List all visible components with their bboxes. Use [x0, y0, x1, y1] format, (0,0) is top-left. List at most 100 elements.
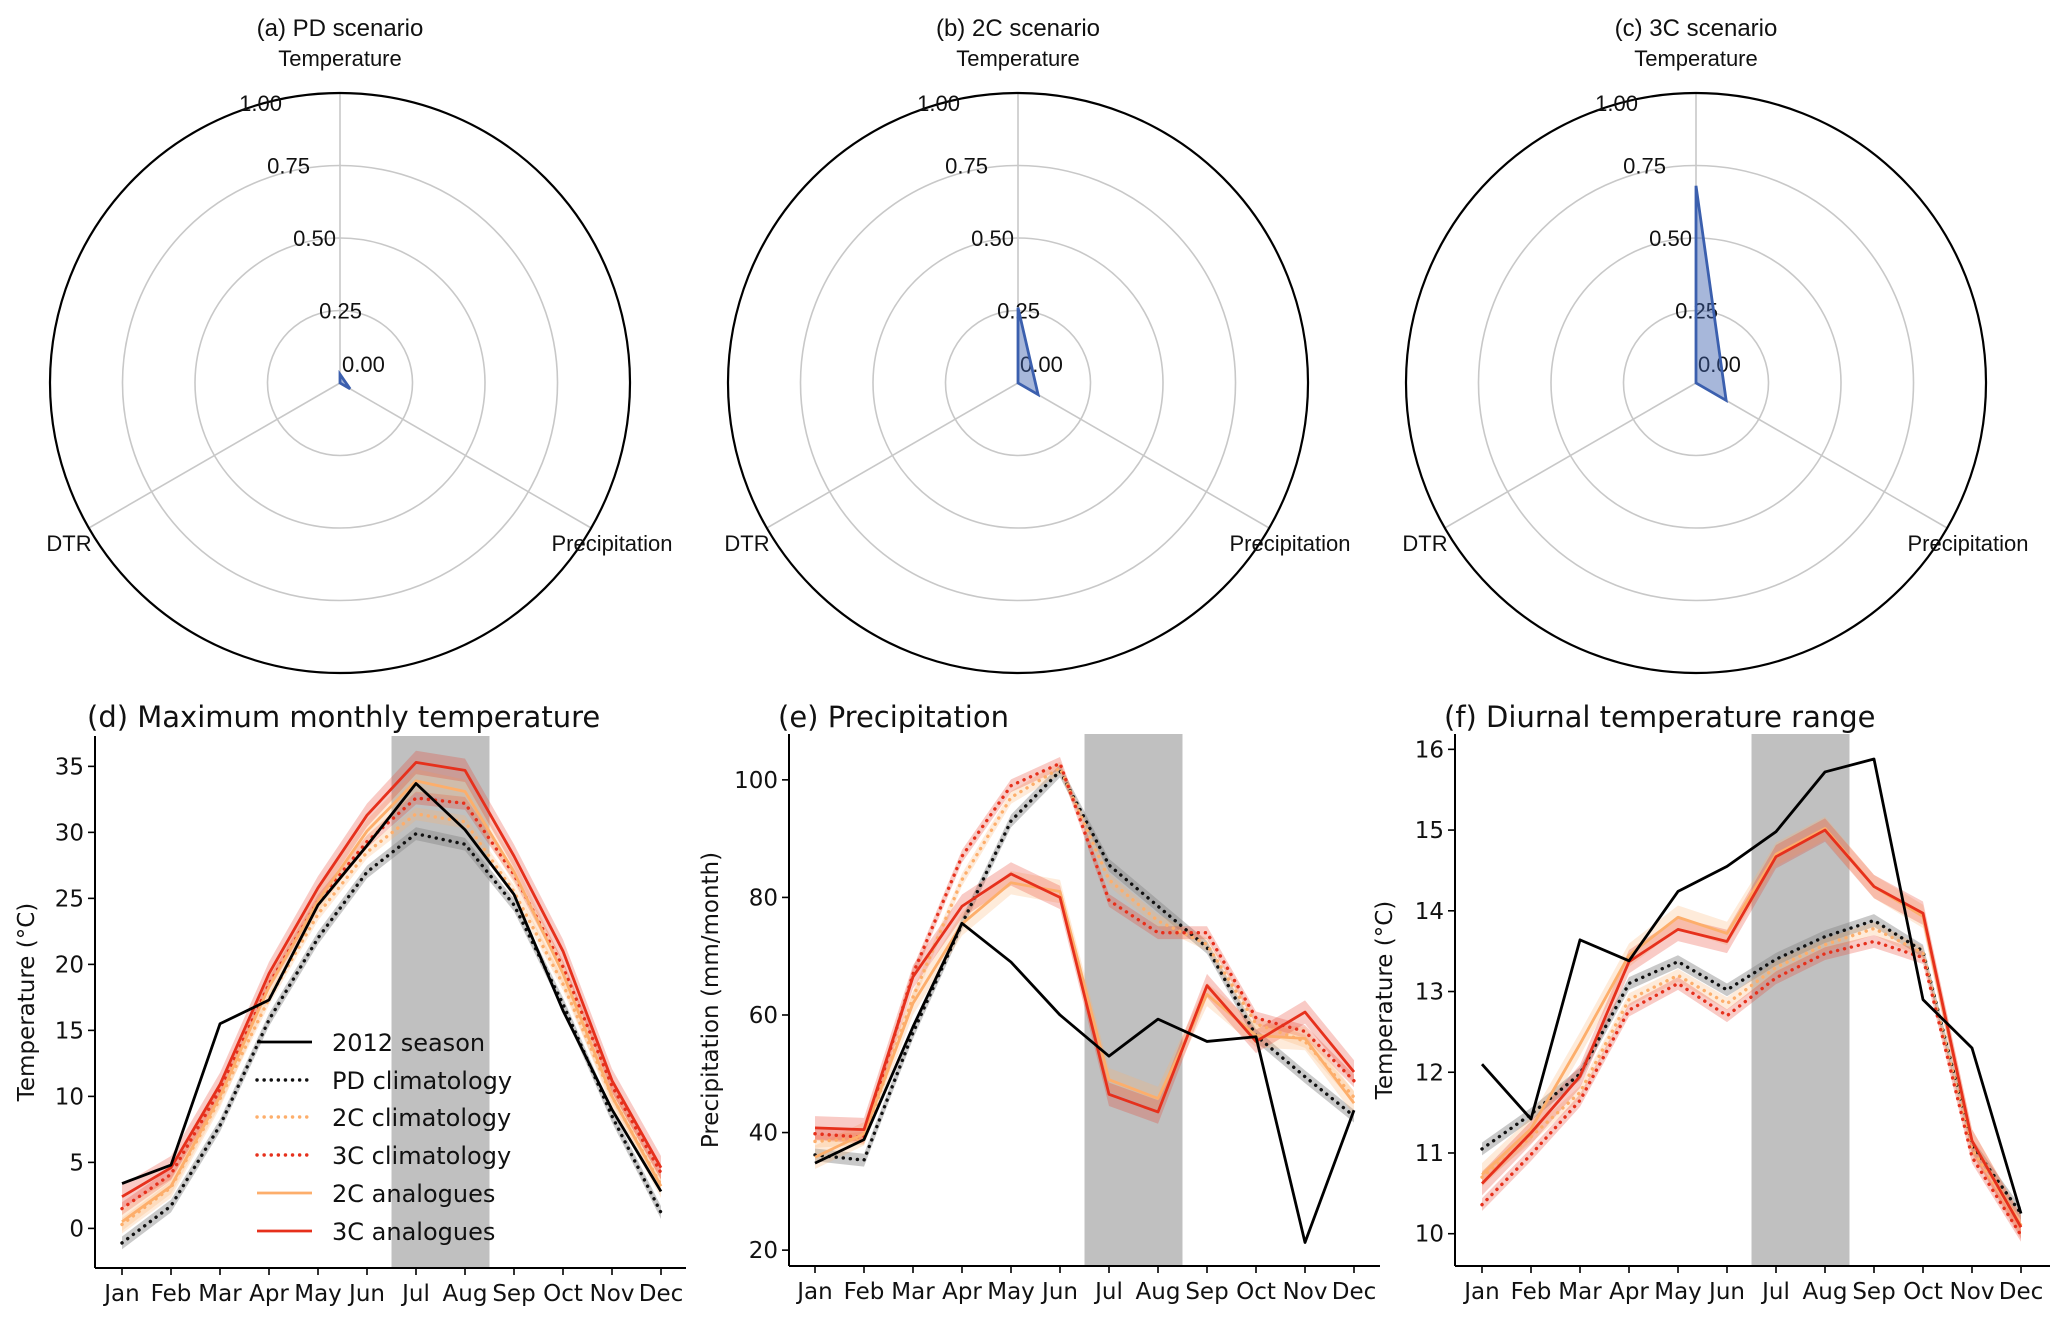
y-tick-label: 20 [55, 952, 84, 978]
radar-data-polygon [338, 369, 352, 391]
y-tick-label: 14 [1415, 899, 1444, 925]
series-line-pd-climatology [813, 769, 1356, 1162]
radar-spoke [766, 382, 1019, 529]
series-envelope [122, 827, 661, 1250]
x-tick-label: Nov [1283, 1279, 1328, 1305]
line-chart-title: (f) Diurnal temperature range [1444, 700, 1876, 734]
y-tick-label: 12 [1415, 1060, 1444, 1086]
radar-tick-label: 0.75 [267, 154, 310, 179]
x-tick-label: Oct [543, 1281, 583, 1307]
radar-spoke [1017, 382, 1270, 529]
y-tick-label: 5 [69, 1150, 84, 1176]
y-axis-label: Temperature (°C) [1372, 901, 1398, 1101]
legend-label: 2C climatology [332, 1104, 511, 1132]
y-axis-label: Precipitation (mm/month) [698, 852, 724, 1148]
highlight-band [1751, 734, 1850, 1266]
legend-label: 3C analogues [332, 1218, 495, 1246]
x-tick-label: Apr [942, 1279, 982, 1305]
series-line-2c-climatology [120, 812, 663, 1227]
series-envelope [122, 769, 661, 1234]
series-line-3c-analogues [121, 761, 663, 1198]
x-tick-label: Jul [1093, 1279, 1123, 1305]
line-panel-d: (d) Maximum monthly temperature 0 5 10 15 20… [14, 700, 686, 1307]
series-line-2c-climatology [813, 766, 1356, 1144]
radar-panel-a: (a) PD scenario 0.00 0.25 0.50 0.75 1.00 Temp… [46, 15, 673, 675]
x-tick-label: Jan [795, 1279, 832, 1305]
x-tick-label: May [1654, 1279, 1702, 1305]
x-tick-label: Nov [1950, 1279, 1995, 1305]
x-tick-label: Nov [590, 1281, 635, 1307]
y-tick-label: 35 [55, 754, 84, 780]
series-envelope [1482, 818, 2021, 1239]
radar-panel-b: (b) 2C scenario 0.000.250.500.751.00Temp… [724, 15, 1351, 675]
radar-axis-label-temperature: Temperature [1634, 46, 1758, 71]
y-tick-label: 30 [55, 820, 84, 846]
x-tick-label: Apr [1609, 1279, 1649, 1305]
highlight-band [1084, 734, 1183, 1266]
radar-tick-label: 0.50 [1649, 226, 1692, 251]
radar-axis-label-dtr: DTR [1402, 531, 1447, 556]
radar-axis-label-precipitation: Precipitation [1229, 531, 1350, 556]
radar-tick-label: 1.00 [239, 91, 282, 116]
y-tick-label: 10 [1415, 1222, 1444, 1248]
highlight-band [391, 736, 490, 1268]
line-panel-f: (f) Diurnal temperature range 10 11 12 13 14… [1372, 700, 2050, 1305]
x-tick-label: Jul [400, 1281, 430, 1307]
series-line-3c-analogues [814, 872, 1356, 1132]
radar-data-polygon [1016, 307, 1041, 398]
x-tick-label: Feb [151, 1281, 192, 1307]
series-line-3c-climatology [120, 796, 663, 1211]
x-tick-label: May [987, 1279, 1035, 1305]
radar-tick-label: 0.00 [1020, 352, 1063, 377]
radar-spoke [88, 382, 341, 529]
radar-spoke [339, 382, 592, 529]
x-tick-label: Sep [492, 1281, 535, 1307]
x-tick-label: Jul [1760, 1279, 1790, 1305]
radar-axis-label-temperature: Temperature [278, 46, 402, 71]
x-tick-label: Jan [102, 1281, 139, 1307]
legend: 2012 season PD climatology 2C climatology 3… [255, 1029, 512, 1246]
line-chart-title: (e) Precipitation [778, 700, 1009, 734]
radar-title: (b) 2C scenario [936, 15, 1100, 42]
x-tick-label: Feb [1511, 1279, 1552, 1305]
radar-axis-label-dtr: DTR [46, 531, 91, 556]
x-tick-label: Feb [844, 1279, 885, 1305]
series-line-2012-season [814, 921, 1356, 1244]
y-tick-label: 15 [55, 1018, 84, 1044]
y-tick-label: 11 [1415, 1141, 1444, 1167]
radar-outer-frame [1404, 91, 1988, 675]
series-envelope [122, 750, 661, 1209]
x-tick-label: Jun [1040, 1279, 1078, 1305]
radar-panel-c: (c) 3C scenario 0.000.250.500.751.00Temp… [1402, 15, 2029, 675]
x-tick-label: Mar [198, 1281, 242, 1307]
radar-tick-label: 0.50 [971, 226, 1014, 251]
legend-label: 3C climatology [332, 1142, 511, 1170]
x-tick-label: Aug [443, 1281, 488, 1307]
radar-data-polygon [1694, 185, 1728, 404]
line-chart-title: (d) Maximum monthly temperature [87, 700, 600, 734]
line-panel-e: (e) Precipitation 20 40 60 80 100 Jan Feb Mar Ap… [698, 700, 1380, 1305]
x-tick-label: Jun [347, 1281, 385, 1307]
series-line-2012-season [1480, 757, 2023, 1214]
x-tick-label: Oct [1903, 1279, 1943, 1305]
radar-tick-label: 0.25 [319, 299, 362, 324]
legend-label: 2C analogues [332, 1180, 495, 1208]
radar-spoke [1695, 382, 1948, 529]
y-tick-label: 60 [749, 1003, 778, 1029]
radar-tick-label: 0.75 [1623, 154, 1666, 179]
series-envelope [122, 807, 661, 1231]
radar-title: (a) PD scenario [257, 15, 424, 42]
radar-tick-label: 1.00 [917, 91, 960, 116]
radar-axis-label-precipitation: Precipitation [1907, 531, 2028, 556]
legend-label: 2012 season [332, 1029, 485, 1057]
series-envelope [1482, 914, 2021, 1220]
legend-label: PD climatology [332, 1067, 512, 1095]
x-tick-label: Mar [891, 1279, 935, 1305]
y-tick-label: 0 [69, 1216, 84, 1242]
radar-axis-label-temperature: Temperature [956, 46, 1080, 71]
radar-tick-label: 0.50 [293, 226, 336, 251]
x-tick-label: May [294, 1281, 342, 1307]
radar-tick-label: 0.75 [945, 154, 988, 179]
y-tick-label: 20 [749, 1238, 778, 1264]
